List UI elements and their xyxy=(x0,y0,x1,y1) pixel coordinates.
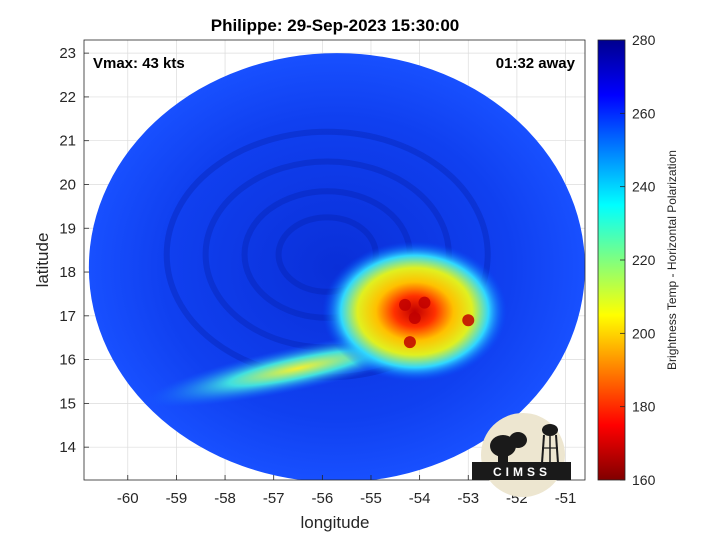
y-tick-label: 19 xyxy=(59,220,76,237)
cimss-logo: CIMSS xyxy=(472,413,571,497)
x-tick-label: -58 xyxy=(214,490,236,507)
hot-spot xyxy=(462,314,475,327)
x-tick-label: -54 xyxy=(409,490,431,507)
x-tick-label: -59 xyxy=(166,490,188,507)
logo-text: CIMSS xyxy=(493,465,551,479)
x-tick-label: -57 xyxy=(263,490,285,507)
hot-spot xyxy=(418,296,431,309)
colorbar-tick-label: 240 xyxy=(632,179,656,195)
x-tick-label: -56 xyxy=(311,490,333,507)
x-axis-label: longitude xyxy=(300,513,369,532)
convective-core xyxy=(322,241,508,382)
colorbar-tick-label: 160 xyxy=(632,472,656,488)
time-offset-label: 01:32 away xyxy=(496,55,576,72)
axes-frame xyxy=(83,39,586,481)
chart-title: Philippe: 29-Sep-2023 15:30:00 xyxy=(211,16,460,35)
hot-spot xyxy=(403,336,416,349)
y-tick-label: 21 xyxy=(59,133,76,150)
y-tick-label: 14 xyxy=(59,439,76,456)
colorbar-tick-label: 220 xyxy=(632,252,656,268)
hot-spots xyxy=(399,296,475,349)
y-ticks: 14 15 16 17 18 19 20 21 22 23 xyxy=(59,45,89,456)
water-tower-icon xyxy=(542,424,558,436)
x-tick-label: -51 xyxy=(555,490,577,507)
colorbar-tick-label: 180 xyxy=(632,399,656,415)
x-tick-label: -55 xyxy=(360,490,382,507)
vmax-label: Vmax: 43 kts xyxy=(93,55,185,72)
x-tick-label: -53 xyxy=(457,490,479,507)
colorbar-ticks: 160 180 200 220 240 260 280 xyxy=(620,32,656,488)
colorbar-tick-label: 260 xyxy=(632,105,656,121)
x-tick-label: -60 xyxy=(117,490,139,507)
colorbar-tick-label: 280 xyxy=(632,32,656,48)
y-tick-label: 15 xyxy=(59,395,76,412)
colorbar-label: Brightness Temp - Horizontal Polarizatio… xyxy=(665,150,679,370)
y-tick-label: 22 xyxy=(59,89,76,106)
hot-spot xyxy=(399,298,412,311)
colorbar-tick-label: 200 xyxy=(632,325,656,341)
y-tick-label: 23 xyxy=(59,45,76,62)
y-axis-label: latitude xyxy=(33,233,52,288)
y-tick-label: 18 xyxy=(59,264,76,281)
x-ticks: -60 -59 -58 -57 -56 -55 -54 -53 -52 -51 xyxy=(117,475,576,507)
y-tick-label: 16 xyxy=(59,352,76,369)
hot-spot xyxy=(408,312,421,325)
y-tick-label: 20 xyxy=(59,176,76,193)
y-tick-label: 17 xyxy=(59,308,76,325)
